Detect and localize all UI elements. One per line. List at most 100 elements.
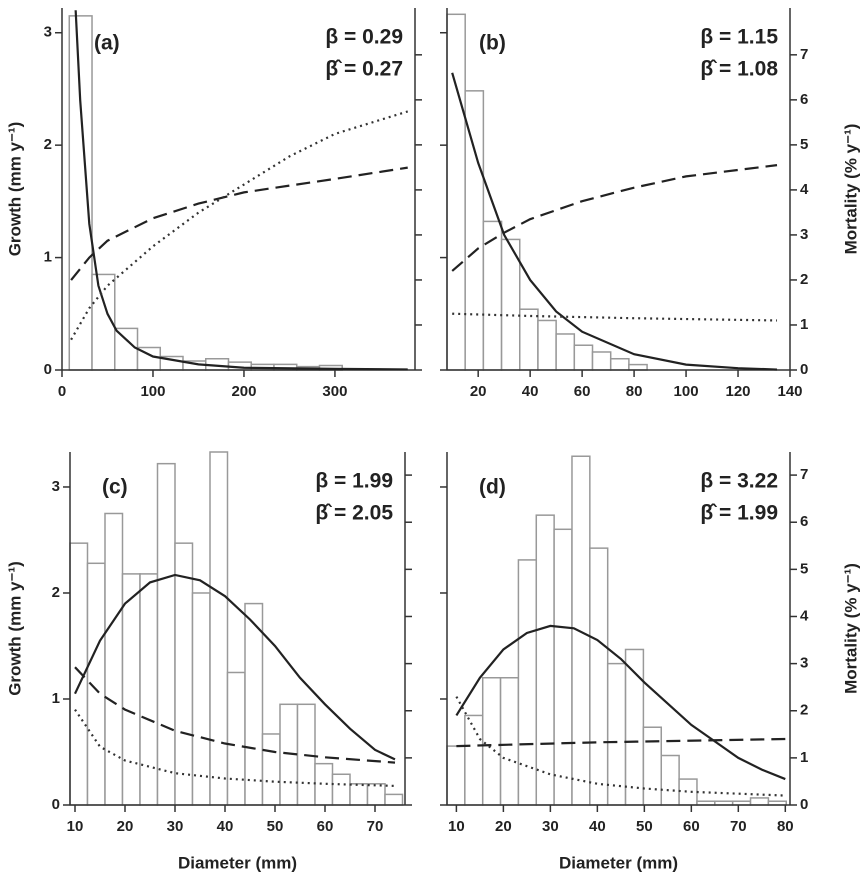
bar	[349, 783, 369, 806]
beta: β = 1.15	[700, 26, 778, 49]
x-axis-title: Diameter (mm)	[559, 853, 678, 872]
x-tick-label: 70	[367, 818, 384, 835]
y-tick-label: 2	[44, 136, 52, 153]
bar	[591, 351, 612, 371]
y2-tick-label: 5	[800, 136, 808, 153]
x-tick-label: 20	[470, 383, 487, 400]
beta: β = 3.22	[700, 470, 778, 493]
y-tick-label: 1	[44, 249, 52, 266]
bar	[156, 462, 176, 806]
y2-tick-label: 0	[800, 361, 808, 378]
bar	[464, 90, 485, 371]
curve	[70, 110, 409, 341]
x-tick-label: 40	[217, 818, 234, 835]
y-tick-label: 3	[52, 478, 60, 495]
bar	[678, 778, 698, 806]
bar	[517, 559, 538, 806]
y2-tick-label: 2	[800, 702, 808, 719]
x-tick-label: 20	[117, 818, 134, 835]
x-tick-label: 20	[495, 818, 512, 835]
y2-tick-label: 1	[800, 316, 808, 333]
y2-tick-label: 7	[800, 46, 808, 63]
bar	[226, 671, 246, 806]
y2-tick-label: 5	[800, 560, 808, 577]
bar	[314, 762, 334, 806]
y2-tick-label: 6	[800, 91, 808, 108]
bar	[519, 308, 539, 371]
x-tick-label: 0	[58, 383, 66, 400]
beta-hat: β̂ = 2.05	[315, 502, 393, 525]
x-tick-label: 200	[231, 383, 256, 400]
x-tick-label: 300	[322, 383, 347, 400]
bar	[139, 573, 159, 806]
beta-hat: β̂ = 0.27	[325, 58, 403, 81]
bar	[366, 783, 386, 806]
bar	[261, 733, 281, 806]
y2-tick-label: 0	[800, 796, 808, 813]
panel-label: (c)	[102, 476, 128, 499]
bar	[331, 773, 351, 806]
x-tick-label: 10	[448, 818, 465, 835]
y2-tick-label: 7	[800, 466, 808, 483]
y2-tick-label: 3	[800, 226, 808, 243]
curve	[455, 624, 786, 781]
bar	[209, 451, 229, 806]
curve	[74, 10, 408, 371]
y2-axis-title: Mortality (% y⁻¹)	[841, 124, 860, 255]
y-axis-title: Growth (mm y⁻¹)	[5, 122, 24, 257]
x-axis-title: Diameter (mm)	[178, 853, 297, 872]
x-tick-label: 140	[777, 383, 802, 400]
x-tick-label: 70	[730, 818, 747, 835]
bar	[660, 754, 680, 806]
x-tick-label: 60	[574, 383, 591, 400]
bar	[68, 15, 93, 371]
x-tick-label: 30	[542, 818, 559, 835]
y2-tick-label: 2	[800, 271, 808, 288]
bar	[749, 797, 770, 806]
bar	[573, 344, 594, 371]
x-tick-label: 40	[522, 383, 539, 400]
bar	[174, 542, 194, 806]
curve	[74, 666, 396, 764]
y2-tick-label: 4	[800, 181, 809, 198]
bar	[589, 547, 609, 806]
bar	[446, 745, 466, 806]
x-tick-label: 10	[67, 818, 84, 835]
y2-tick-label: 3	[800, 655, 808, 672]
x-tick-label: 80	[777, 818, 794, 835]
bar	[244, 602, 264, 806]
x-tick-label: 100	[140, 383, 165, 400]
x-tick-label: 60	[317, 818, 334, 835]
curve	[452, 312, 778, 322]
x-tick-label: 50	[267, 818, 284, 835]
beta-hat: β̂ = 1.99	[700, 502, 778, 525]
bar	[537, 319, 557, 371]
curve	[70, 166, 408, 281]
x-tick-label: 40	[589, 818, 606, 835]
bar	[535, 514, 555, 806]
y-axis-title: Growth (mm y⁻¹)	[5, 561, 24, 696]
bar	[191, 592, 211, 806]
beta: β = 1.99	[315, 470, 393, 493]
y-tick-label: 3	[44, 24, 52, 41]
bar	[104, 512, 124, 806]
curve	[456, 737, 786, 748]
panel-label: (d)	[479, 476, 506, 499]
bar	[553, 528, 573, 806]
bar	[642, 726, 663, 806]
y2-tick-label: 1	[800, 749, 808, 766]
y-tick-label: 0	[52, 796, 60, 813]
bar	[609, 357, 630, 371]
x-tick-label: 50	[636, 818, 653, 835]
bar	[121, 573, 141, 806]
beta: β = 0.29	[325, 26, 403, 49]
y2-tick-label: 4	[800, 607, 809, 624]
beta-hat: β̂ = 1.08	[700, 58, 778, 81]
y2-axis-title: Mortality (% y⁻¹)	[841, 563, 860, 694]
bar	[384, 793, 404, 806]
curve	[74, 573, 396, 761]
y-tick-label: 2	[52, 584, 60, 601]
y-tick-label: 0	[44, 361, 52, 378]
bar	[555, 333, 576, 371]
